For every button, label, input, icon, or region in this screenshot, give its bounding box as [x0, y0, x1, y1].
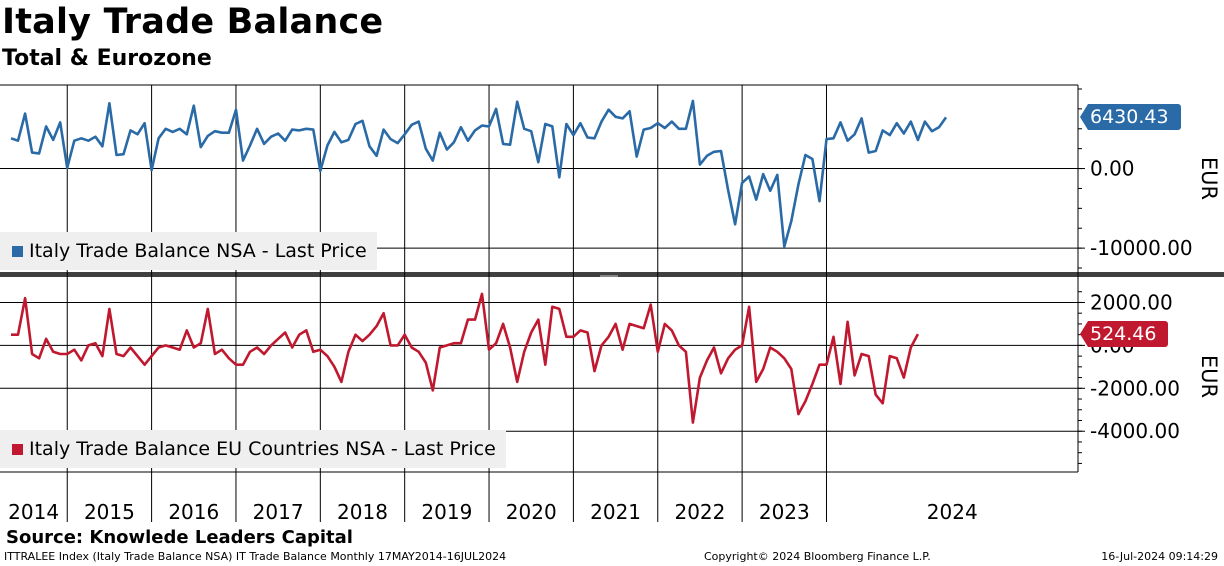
chart-subtitle: Total & Eurozone	[2, 46, 212, 71]
last-price-total-value: 6430.43	[1088, 104, 1181, 131]
x-tick-label: 2021	[590, 500, 641, 524]
panel-separator	[0, 272, 1224, 277]
y-axis-label: EUR	[1197, 355, 1221, 398]
legend-total-swatch	[12, 245, 23, 257]
footer-index-info: ITTRALEE Index (Italy Trade Balance NSA)…	[4, 550, 507, 563]
x-tick-label: 2022	[674, 500, 725, 524]
source-note: Source: Knowlede Leaders Capital	[6, 527, 353, 548]
y-tick-label: -2000.00	[1090, 376, 1180, 400]
legend-eu: Italy Trade Balance EU Countries NSA - L…	[0, 430, 506, 468]
footer-copyright: Copyright© 2024 Bloomberg Finance L.P.	[704, 550, 931, 563]
series-line-eu	[11, 292, 920, 424]
x-tick-label: 2019	[421, 500, 472, 524]
y-tick-label: 2000.00	[1090, 290, 1173, 314]
y-tick-label: -10000.00	[1090, 236, 1193, 260]
last-price-eu-value: 524.46	[1088, 321, 1169, 348]
series-line-total	[10, 99, 948, 248]
x-tick-label: 2020	[506, 500, 557, 524]
x-tick-label: 2023	[759, 500, 810, 524]
x-tick-label: 2014	[8, 500, 59, 524]
x-tick-label: 2017	[253, 500, 304, 524]
footer-timestamp: 16-Jul-2024 09:14:29	[1101, 550, 1218, 563]
legend-eu-swatch	[12, 443, 23, 455]
legend-eu-label: Italy Trade Balance EU Countries NSA - L…	[29, 438, 496, 460]
x-tick-label: 2018	[337, 500, 388, 524]
x-tick-label: 2024	[927, 500, 978, 524]
x-tick-label: 2016	[168, 500, 219, 524]
x-tick-label: 2015	[84, 500, 135, 524]
legend-total-label: Italy Trade Balance NSA - Last Price	[29, 240, 367, 262]
y-tick-label: -4000.00	[1090, 419, 1180, 443]
y-tick-label: 0.00	[1090, 157, 1135, 181]
legend-total: Italy Trade Balance NSA - Last Price	[0, 232, 377, 270]
y-axis-label: EUR	[1197, 157, 1221, 200]
chart-title: Italy Trade Balance	[2, 2, 384, 42]
